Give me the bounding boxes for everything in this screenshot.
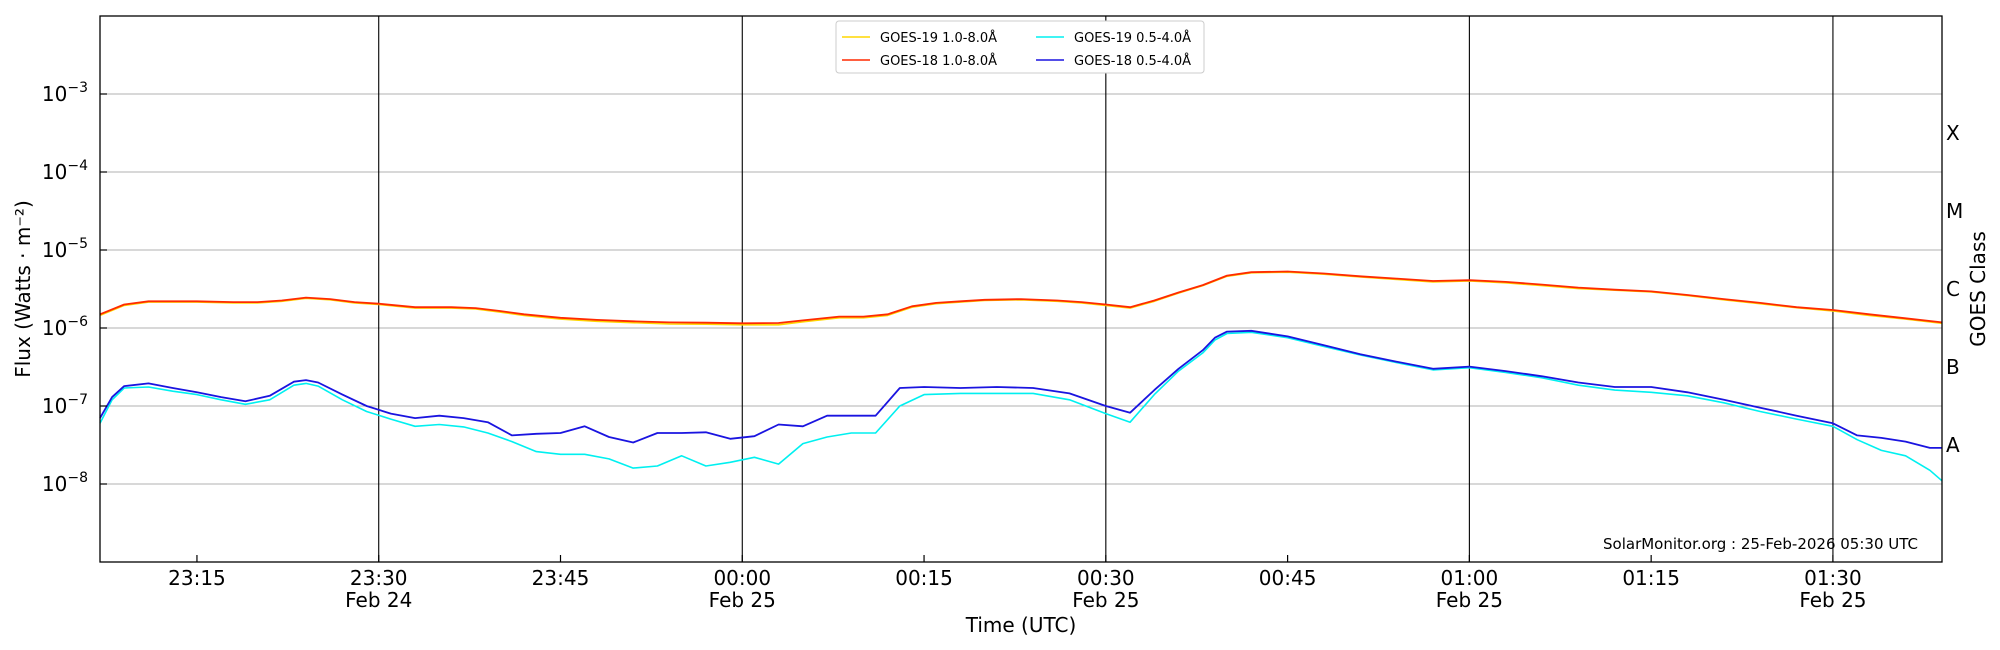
series-layer <box>99 270 1943 482</box>
x-tick-label: 01:30 <box>1804 566 1862 590</box>
goes-class-label: A <box>1946 433 1960 457</box>
x-tick-date-label: Feb 25 <box>1072 588 1139 612</box>
series-line-goes19-short <box>99 331 1943 482</box>
x-tick-label: 00:15 <box>895 566 953 590</box>
grid-layer <box>100 16 1942 562</box>
x-axis-title: Time (UTC) <box>965 613 1077 637</box>
legend-label-goes19-long: GOES-19 1.0-8.0Å <box>880 30 997 46</box>
x-tick-label: 23:45 <box>532 566 590 590</box>
y-tick-label: 10−5 <box>42 236 88 262</box>
x-tick-date-label: Feb 24 <box>345 588 412 612</box>
x-tick-date-label: Feb 25 <box>709 588 776 612</box>
x-tick-label: 23:15 <box>168 566 226 590</box>
x-tick-label: 00:45 <box>1259 566 1317 590</box>
x-tick-label: 00:00 <box>713 566 771 590</box>
y-tick-label: 10−8 <box>42 470 88 496</box>
y-tick-label: 10−6 <box>42 314 88 340</box>
legend-box <box>835 20 1205 74</box>
x-tick-label: 01:15 <box>1622 566 1680 590</box>
y-tick-label: 10−3 <box>42 80 88 106</box>
x-tick-date-label: Feb 25 <box>1799 588 1866 612</box>
goes-class-label: B <box>1946 355 1960 379</box>
x-tick-label: 01:00 <box>1441 566 1499 590</box>
y-tick-label: 10−4 <box>42 158 88 184</box>
series-line-goes18-long <box>99 270 1943 325</box>
x-tick-label: 23:30 <box>350 566 408 590</box>
y-axis-title: Flux (Watts · m⁻²) <box>11 200 35 378</box>
series-line-goes18-short <box>99 329 1942 449</box>
legend-label-goes18-short: GOES-18 0.5-4.0Å <box>1074 53 1191 69</box>
legend-label-goes19-short: GOES-19 0.5-4.0Å <box>1074 30 1191 46</box>
plot-frame <box>99 15 1943 563</box>
legend-label-goes18-long: GOES-18 1.0-8.0Å <box>880 53 997 69</box>
goes-class-label: M <box>1946 199 1963 223</box>
y-tick-label: 10−7 <box>42 392 88 418</box>
x-tick-label: 00:30 <box>1077 566 1135 590</box>
goes-class-axis-title: GOES Class <box>1966 231 1990 347</box>
legend: GOES-19 1.0-8.0Å GOES-18 1.0-8.0Å GOES-1… <box>835 20 1205 74</box>
goes-class-label: X <box>1946 121 1960 145</box>
x-tick-date-label: Feb 25 <box>1436 588 1503 612</box>
chart-credit: SolarMonitor.org : 25-Feb-2026 05:30 UTC <box>1603 535 1918 553</box>
goes-class-label: C <box>1946 277 1960 301</box>
